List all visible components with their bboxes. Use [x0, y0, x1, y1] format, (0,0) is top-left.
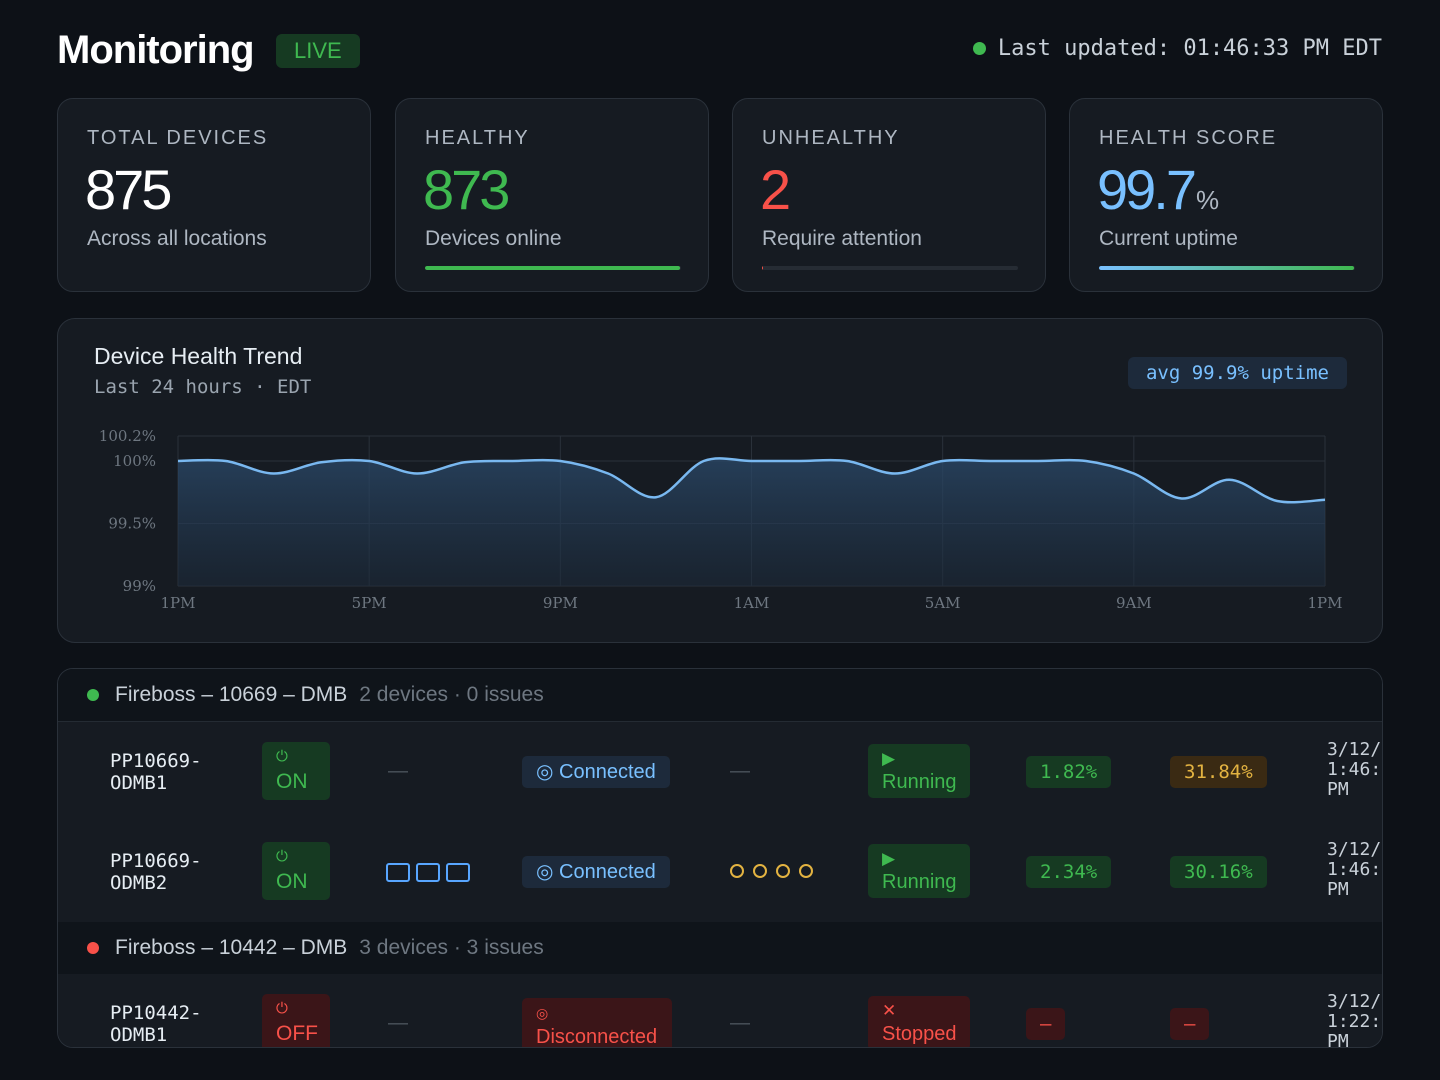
group-header[interactable]: Fireboss – 10442 – DMB 3 devices · 3 iss… [58, 922, 1382, 975]
port-icon [446, 863, 470, 882]
stat-value: 2 [760, 158, 791, 221]
table-row[interactable]: PP10669- ODMB1 ⏻ ON — ◎ Connected — ▶ Runni… [58, 722, 1382, 823]
metric-badge: – [1170, 1008, 1210, 1040]
device-id: PP10669- ODMB2 [110, 850, 202, 894]
stat-subtitle: Require attention [762, 227, 922, 250]
process-status: ▶ Running [868, 844, 970, 898]
port-indicators [386, 863, 470, 882]
x-tick-label: 9PM [543, 594, 578, 612]
port-icon [386, 863, 410, 882]
stat-value: 873 [423, 158, 510, 221]
stat-card-total-devices: TOTAL DEVICES 875 Across all locations [57, 98, 371, 292]
power-icon: ⏻ [276, 848, 288, 865]
health-score-progress-bar [1099, 266, 1355, 270]
connection-status: ◎ Connected [522, 856, 670, 888]
unhealthy-progress-bar [762, 266, 1018, 270]
signal-circle-icon [730, 864, 744, 878]
connection-status: ◎ Disconnected [522, 998, 672, 1047]
power-icon: ⏻ [276, 1000, 288, 1017]
metric-badge: 30.16% [1170, 856, 1267, 888]
stat-card-healthy: HEALTHY 873 Devices online [395, 98, 709, 292]
close-icon: ✕ [882, 1001, 897, 1020]
y-tick-label: 100% [113, 452, 156, 470]
stat-subtitle: Current uptime [1099, 227, 1238, 250]
page-title: Monitoring [57, 28, 255, 72]
last-seen-date: 3/12/21:46:3PM [1327, 740, 1382, 800]
device-health-trend-panel: Device Health Trend Last 24 hours · EDT … [57, 318, 1383, 643]
stat-subtitle: Devices online [425, 227, 562, 250]
devices-table: Fireboss – 10669 – DMB 2 devices · 0 iss… [57, 668, 1383, 1048]
table-row[interactable]: PP10669- ODMB2 ⏻ ON ◎ Connected ▶ Running 2… [58, 822, 1382, 923]
group-meta: 3 devices · 3 issues [359, 936, 544, 959]
device-id: PP10669- ODMB1 [110, 750, 202, 794]
stat-label: UNHEALTHY [762, 127, 900, 149]
y-tick-label: 100.2% [99, 427, 156, 445]
metric-badge: 2.34% [1026, 856, 1112, 888]
group-name: Fireboss – 10442 – DMB [115, 936, 348, 959]
empty-value: — [388, 760, 408, 782]
stat-card-health-score: HEALTH SCORE 99.7% Current uptime [1069, 98, 1383, 292]
y-tick-label: 99.5% [108, 515, 156, 533]
power-status[interactable]: ⏻ ON [262, 742, 330, 800]
signal-circle-icon [799, 864, 813, 878]
stat-value: 99.7% [1097, 158, 1220, 221]
empty-value: — [730, 1012, 750, 1034]
power-status[interactable]: ⏻ ON [262, 842, 330, 900]
stat-label: HEALTH SCORE [1099, 127, 1278, 149]
stat-label: HEALTHY [425, 127, 530, 149]
chart-title: Device Health Trend [94, 343, 303, 369]
process-status: ✕ Stopped [868, 996, 970, 1047]
live-badge: LIVE [276, 34, 360, 68]
signal-circle-icon [753, 864, 767, 878]
empty-value: — [388, 1012, 408, 1034]
empty-value: — [730, 760, 750, 782]
last-updated: Last updated: 01:46:33 PM EDT [972, 36, 1382, 61]
play-icon: ▶ [882, 749, 896, 768]
trend-chart: 100.2% 100% 99.5% 99% 1PM 5PM 9PM 1AM 5AM 9AM 1PM [99, 427, 1343, 612]
healthy-progress-bar [425, 266, 681, 270]
stat-subtitle: Across all locations [87, 227, 267, 250]
last-updated-text: Last updated: 01:46:33 PM EDT [997, 36, 1382, 61]
stat-label: TOTAL DEVICES [87, 127, 269, 149]
chart-subtitle: Last 24 hours · EDT [94, 376, 312, 398]
group-header[interactable]: Fireboss – 10669 – DMB 2 devices · 0 iss… [58, 669, 1382, 722]
x-tick-label: 5AM [925, 594, 961, 612]
connection-icon: ◎ [536, 861, 554, 883]
table-row[interactable]: PP10442- ODMB1 ⏻ OFF — ◎ Disconnected — ✕ St… [58, 974, 1382, 1048]
uptime-area [178, 458, 1325, 586]
group-name: Fireboss – 10669 – DMB [115, 683, 348, 706]
stat-value: 875 [85, 158, 172, 221]
last-seen-date: 3/12/21:46:3PM [1327, 840, 1382, 900]
x-tick-label: 9AM [1116, 594, 1152, 612]
play-icon: ▶ [882, 849, 896, 868]
metric-badge: 31.84% [1170, 756, 1267, 788]
connection-icon: ◎ [536, 1005, 549, 1021]
connection-icon: ◎ [536, 761, 554, 783]
signal-indicators [730, 864, 813, 878]
process-status: ▶ Running [868, 744, 970, 798]
x-tick-label: 1PM [1308, 594, 1343, 612]
last-seen-date: 3/12/21:22:1PM [1327, 992, 1382, 1048]
y-tick-label: 99% [123, 577, 156, 595]
x-tick-label: 1AM [734, 594, 770, 612]
avg-uptime-badge: avg 99.9% uptime [1127, 357, 1347, 389]
connection-status: ◎ Connected [522, 756, 670, 788]
metric-badge: – [1026, 1008, 1066, 1040]
signal-circle-icon [776, 864, 790, 878]
device-id: PP10442- ODMB1 [110, 1002, 202, 1046]
group-meta: 2 devices · 0 issues [359, 683, 544, 706]
power-icon: ⏻ [276, 748, 288, 765]
page-header: Monitoring LIVE Last updated: 01:46:33 P… [57, 28, 1382, 74]
x-tick-label: 5PM [352, 594, 387, 612]
x-tick-label: 1PM [161, 594, 196, 612]
group-status-dot-icon [87, 942, 99, 954]
stat-card-unhealthy: UNHEALTHY 2 Require attention [732, 98, 1046, 292]
group-status-dot-icon [87, 689, 99, 701]
metric-badge: 1.82% [1026, 756, 1112, 788]
port-icon [416, 863, 440, 882]
status-dot-icon [972, 42, 986, 55]
power-status[interactable]: ⏻ OFF [262, 994, 330, 1047]
